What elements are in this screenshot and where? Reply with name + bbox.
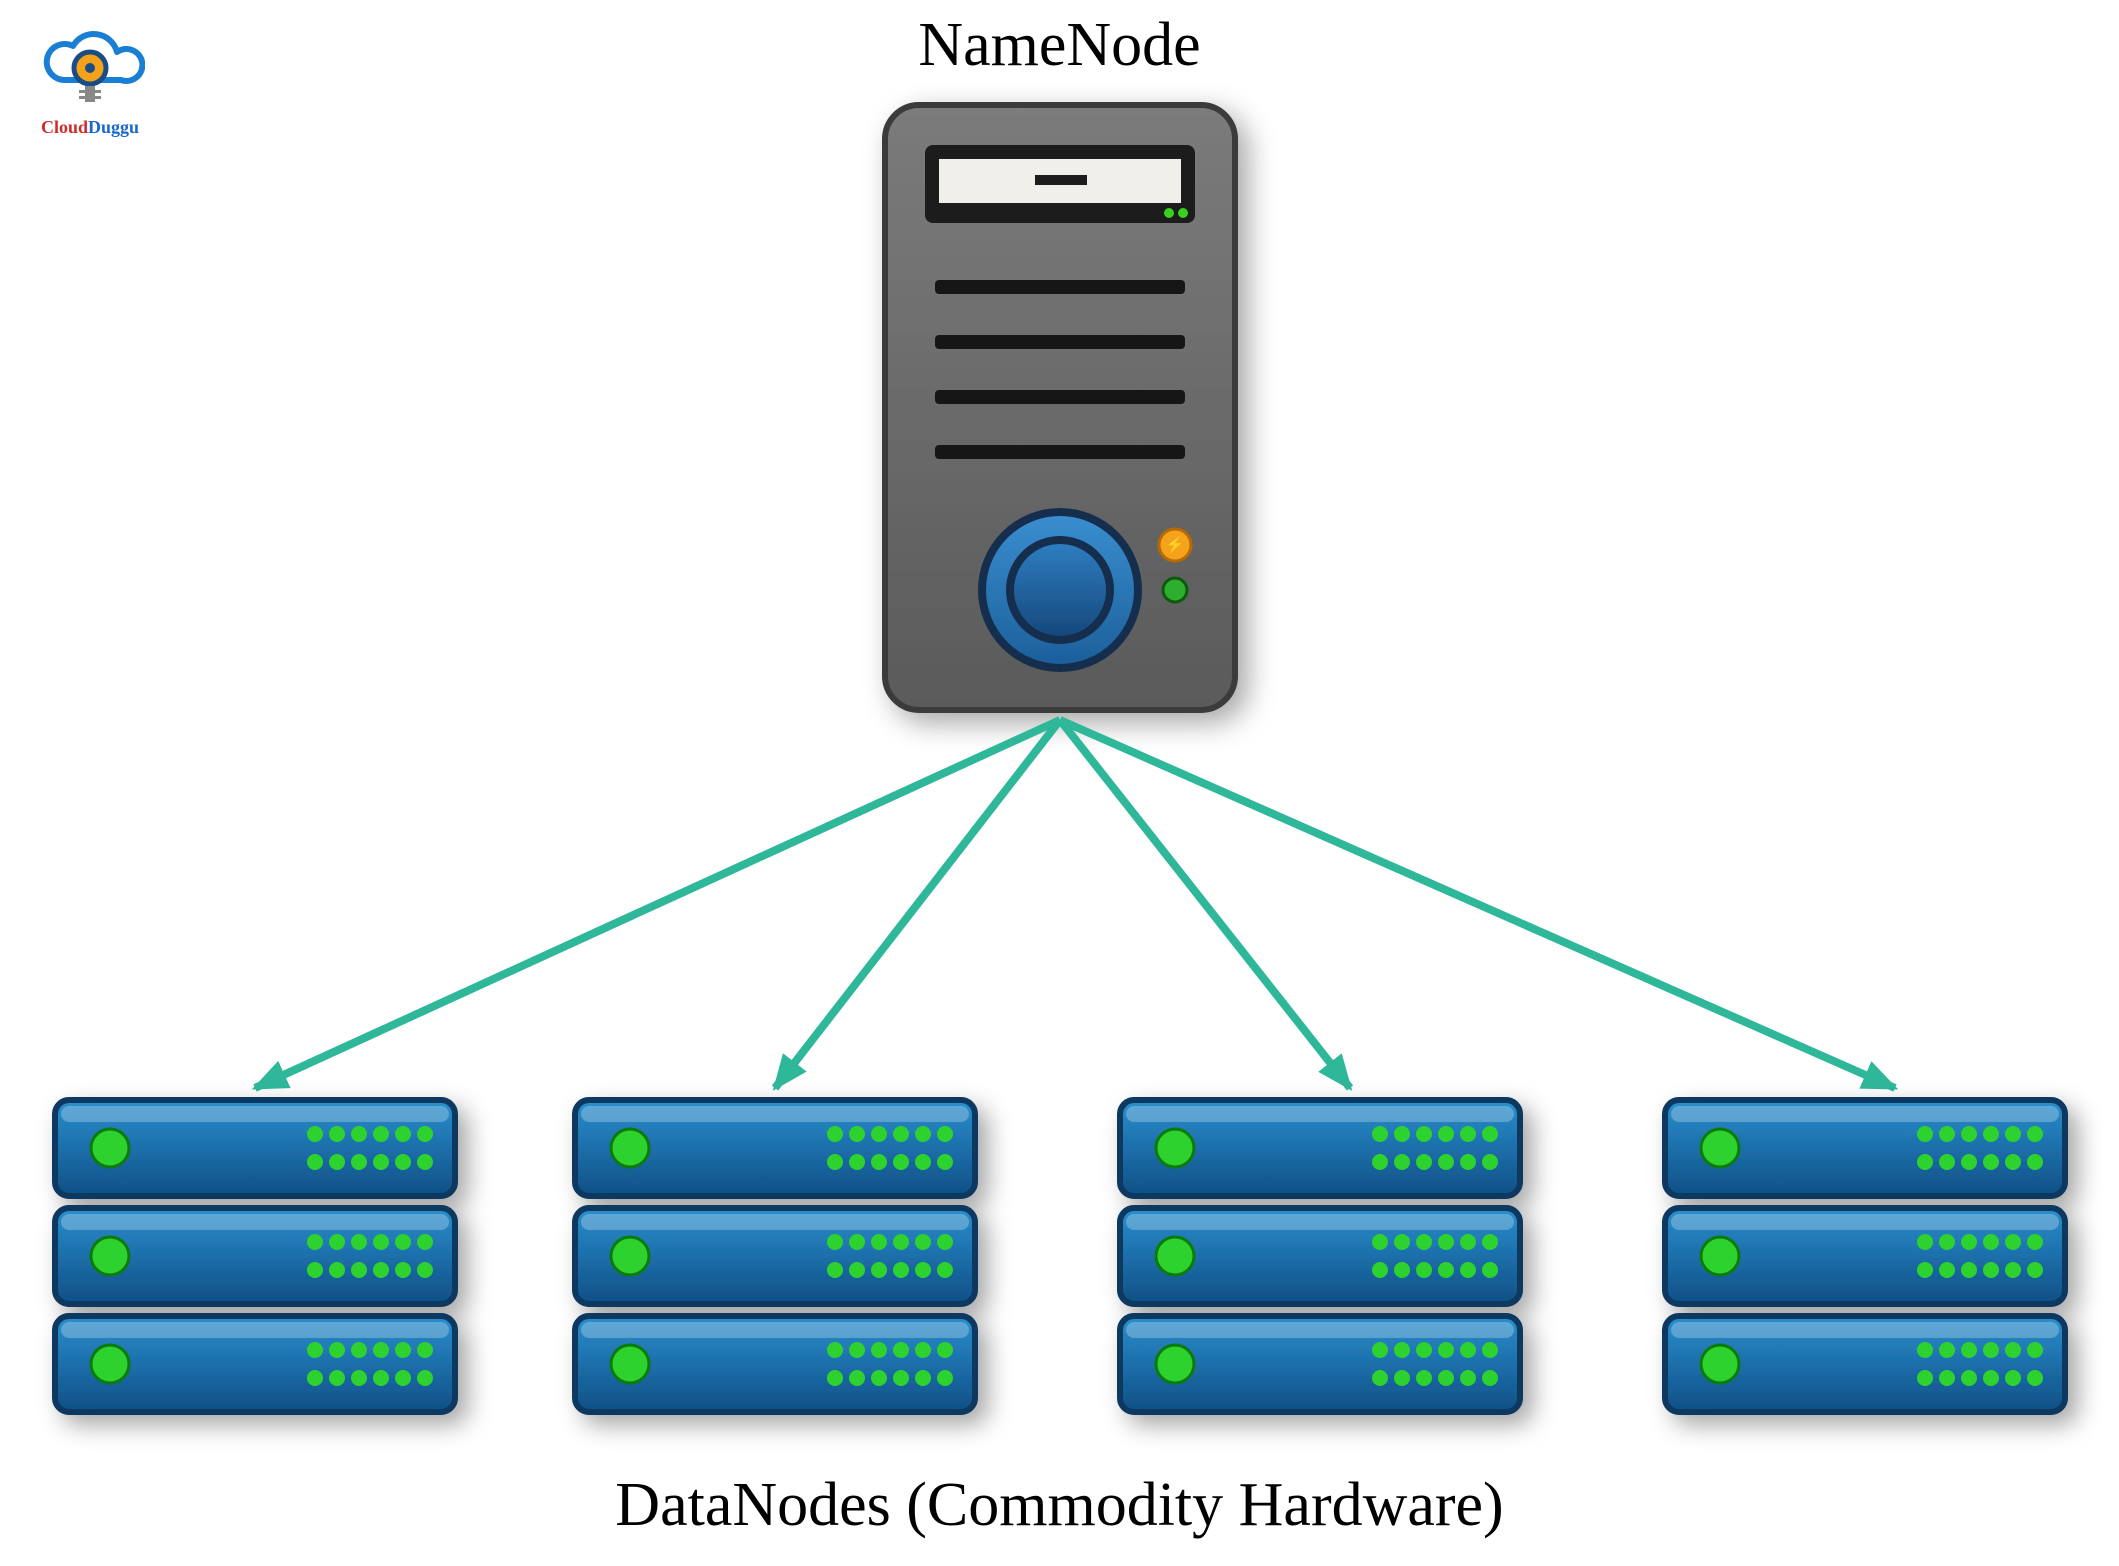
power-led-icon (1701, 1237, 1739, 1275)
datanode-stack-3 (1120, 1100, 1520, 1412)
rack-unit (1665, 1316, 2065, 1412)
diagram-stage: ⚡ (0, 0, 2119, 1566)
power-led-icon (91, 1345, 129, 1383)
arrow-to-datanode-1 (255, 720, 1060, 1088)
arrow-to-datanode-2 (775, 720, 1060, 1088)
rack-unit (575, 1316, 975, 1412)
rack-unit (575, 1208, 975, 1304)
rack-unit (55, 1100, 455, 1196)
rack-unit (1120, 1208, 1520, 1304)
rack-unit (575, 1100, 975, 1196)
rack-unit (1665, 1100, 2065, 1196)
arrow-to-datanode-3 (1060, 720, 1350, 1088)
power-led-icon (91, 1129, 129, 1167)
power-led-icon (611, 1345, 649, 1383)
rack-unit (1665, 1208, 2065, 1304)
rack-unit (55, 1316, 455, 1412)
rack-unit (1120, 1100, 1520, 1196)
power-led-icon (1156, 1129, 1194, 1167)
rack-unit (1120, 1316, 1520, 1412)
datanode-stack-4 (1665, 1100, 2065, 1412)
power-led-icon (611, 1237, 649, 1275)
datanode-stack-2 (575, 1100, 975, 1412)
power-led-icon (611, 1129, 649, 1167)
power-led-icon (1156, 1237, 1194, 1275)
namenode-tower: ⚡ (885, 105, 1235, 710)
power-led-icon (1156, 1345, 1194, 1383)
svg-text:⚡: ⚡ (1165, 535, 1185, 554)
power-led-icon (1701, 1345, 1739, 1383)
rack-unit (55, 1208, 455, 1304)
arrow-to-datanode-4 (1060, 720, 1895, 1088)
datanode-stack-1 (55, 1100, 455, 1412)
power-led-icon (1701, 1129, 1739, 1167)
power-led-icon (91, 1237, 129, 1275)
